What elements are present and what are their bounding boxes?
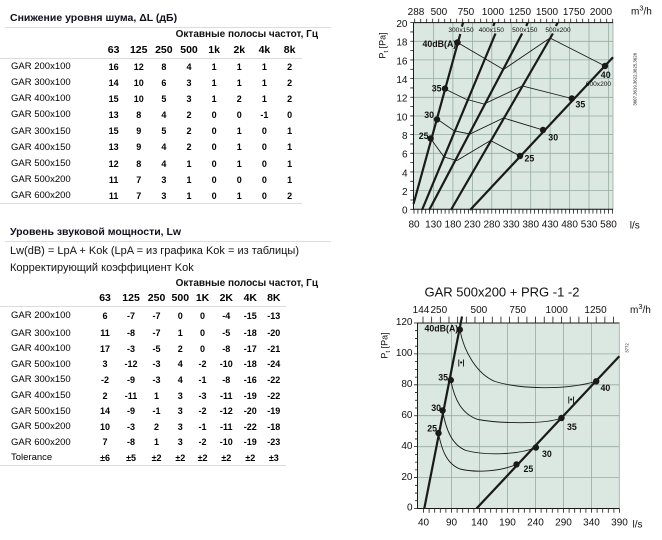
svg-text:80: 80 xyxy=(401,379,413,390)
svg-text:35: 35 xyxy=(432,83,442,93)
svg-text:750: 750 xyxy=(509,305,526,316)
svg-text:40: 40 xyxy=(401,441,413,452)
svg-text:m3/h: m3/h xyxy=(631,3,652,17)
svg-text:330: 330 xyxy=(503,220,520,231)
svg-text:30: 30 xyxy=(548,132,558,142)
svg-text:Pt [Pa]: Pt [Pa] xyxy=(380,332,393,358)
svg-text:10: 10 xyxy=(396,112,408,123)
svg-text:140: 140 xyxy=(471,518,488,529)
svg-text:8: 8 xyxy=(402,131,408,142)
svg-text:2: 2 xyxy=(402,187,408,198)
svg-text:250: 250 xyxy=(430,305,447,316)
svg-text:3607,3619,3622,3625,3628: 3607,3619,3622,3625,3628 xyxy=(633,52,638,105)
svg-text:130: 130 xyxy=(425,220,442,231)
svg-text:Pt [Pa]: Pt [Pa] xyxy=(378,32,391,58)
svg-text:GAR 500x200 + PRG -1 -2: GAR 500x200 + PRG -1 -2 xyxy=(425,285,580,300)
svg-text:190: 190 xyxy=(499,518,516,529)
svg-text:144: 144 xyxy=(413,305,430,316)
svg-text:480: 480 xyxy=(561,220,578,231)
svg-text:500x200: 500x200 xyxy=(545,27,571,34)
svg-text:40: 40 xyxy=(418,518,430,529)
svg-text:80: 80 xyxy=(408,220,420,231)
svg-text:100: 100 xyxy=(396,348,413,359)
svg-text:230: 230 xyxy=(464,220,481,231)
svg-text:20: 20 xyxy=(401,472,413,483)
svg-text:|•|: |•| xyxy=(568,395,575,404)
svg-text:4: 4 xyxy=(402,168,408,179)
svg-text:500: 500 xyxy=(471,305,488,316)
svg-text:280: 280 xyxy=(483,220,500,231)
svg-text:240: 240 xyxy=(527,518,544,529)
svg-text:180: 180 xyxy=(445,220,462,231)
svg-text:530: 530 xyxy=(581,220,598,231)
svg-text:120: 120 xyxy=(396,317,413,328)
svg-text:1750: 1750 xyxy=(563,7,586,18)
svg-text:500: 500 xyxy=(431,7,448,18)
svg-text:40: 40 xyxy=(601,383,611,393)
svg-text:390: 390 xyxy=(611,518,628,529)
svg-text:40dB(A): 40dB(A) xyxy=(423,39,457,49)
svg-text:m3/h: m3/h xyxy=(630,302,651,316)
svg-text:30: 30 xyxy=(431,403,441,413)
svg-text:25: 25 xyxy=(419,131,429,141)
svg-text:580: 580 xyxy=(600,220,617,231)
svg-text:12: 12 xyxy=(396,94,408,105)
svg-text:750: 750 xyxy=(458,7,475,18)
svg-text:90: 90 xyxy=(446,518,458,529)
svg-text:40dB(A): 40dB(A) xyxy=(425,324,459,334)
svg-text:25: 25 xyxy=(524,464,534,474)
svg-text:430: 430 xyxy=(542,220,559,231)
svg-text:25: 25 xyxy=(427,423,437,433)
svg-text:40: 40 xyxy=(601,70,611,80)
svg-text:500x150: 500x150 xyxy=(512,27,538,34)
svg-text:0: 0 xyxy=(407,503,413,514)
svg-text:400x150: 400x150 xyxy=(479,27,505,34)
svg-text:30: 30 xyxy=(424,110,434,120)
svg-text:340: 340 xyxy=(583,518,600,529)
svg-text:3772: 3772 xyxy=(625,343,630,353)
svg-text:290: 290 xyxy=(555,518,572,529)
svg-text:35: 35 xyxy=(576,100,586,110)
svg-text:300x150: 300x150 xyxy=(448,27,474,34)
svg-text:288: 288 xyxy=(408,7,425,18)
svg-text:1250: 1250 xyxy=(509,7,532,18)
svg-text:14: 14 xyxy=(396,75,408,86)
svg-text:1000: 1000 xyxy=(546,305,569,316)
svg-text:l/s: l/s xyxy=(630,220,640,231)
svg-text:2000: 2000 xyxy=(590,7,613,18)
svg-text:1500: 1500 xyxy=(536,7,559,18)
svg-text:l/s: l/s xyxy=(633,519,643,530)
svg-text:30: 30 xyxy=(542,449,552,459)
svg-text:|•|: |•| xyxy=(458,358,465,367)
svg-text:35: 35 xyxy=(567,422,577,432)
svg-text:18: 18 xyxy=(396,38,408,49)
svg-text:600x200: 600x200 xyxy=(586,81,612,88)
svg-text:6: 6 xyxy=(402,150,408,161)
svg-text:16: 16 xyxy=(396,56,408,67)
svg-text:60: 60 xyxy=(401,410,413,421)
svg-text:0: 0 xyxy=(402,206,408,217)
svg-text:1000: 1000 xyxy=(482,7,505,18)
svg-text:1250: 1250 xyxy=(584,305,607,316)
svg-text:20: 20 xyxy=(396,19,408,30)
svg-text:35: 35 xyxy=(438,372,448,382)
svg-text:380: 380 xyxy=(522,220,539,231)
svg-text:25: 25 xyxy=(525,154,535,164)
